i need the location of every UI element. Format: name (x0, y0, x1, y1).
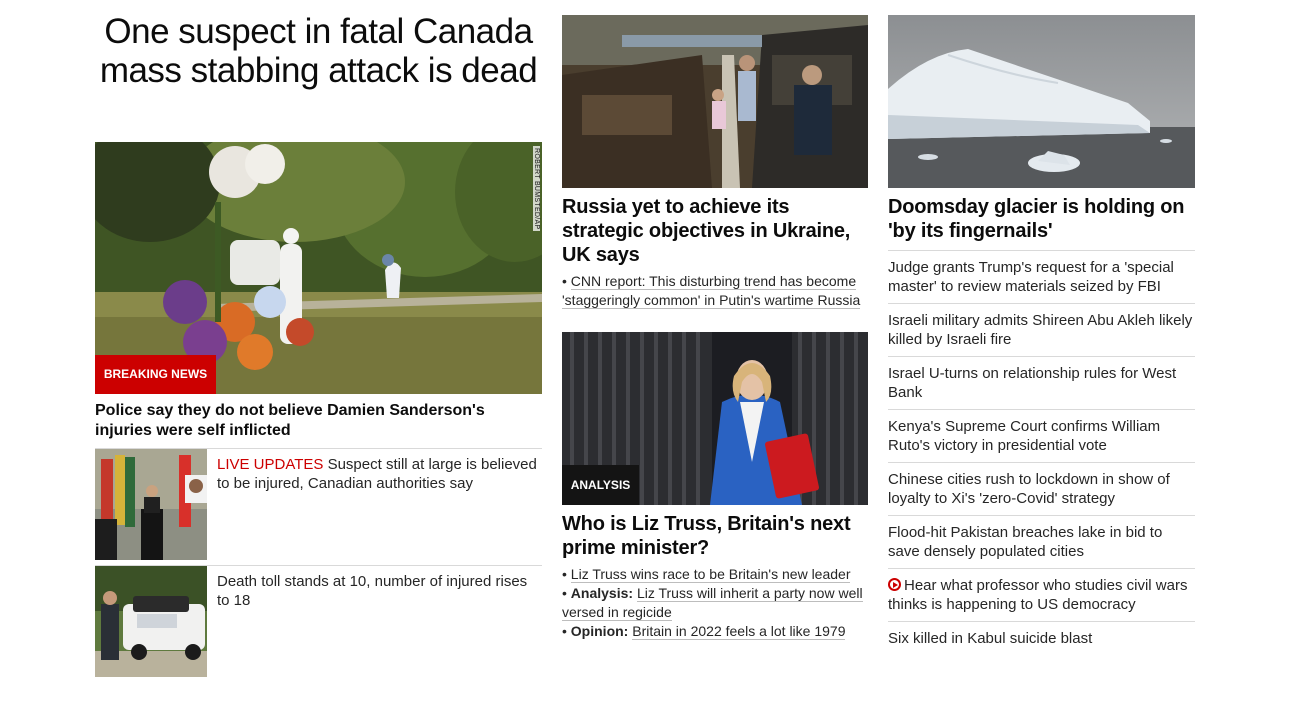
truss-related-link[interactable]: • Opinion: Britain in 2022 feels a lot l… (562, 623, 846, 640)
glacier-headline[interactable]: Doomsday glacier is holding on 'by its f… (888, 196, 1185, 242)
headline-item[interactable]: Chinese cities rush to lockdown in show … (888, 462, 1195, 515)
lead-story-item[interactable]: LIVE UPDATES Suspect still at large is b… (95, 449, 542, 560)
lead-story-text[interactable]: Death toll stands at 10, number of injur… (217, 573, 528, 609)
headline-list: Judge grants Trump's request for a 'spec… (888, 250, 1195, 674)
truss-headline[interactable]: Who is Liz Truss, Britain's next prime m… (562, 513, 851, 559)
analysis-badge: ANALYSIS (562, 465, 639, 505)
lead-story-item[interactable]: Death toll stands at 10, number of injur… (95, 566, 542, 677)
ukraine-tanks-photo[interactable] (562, 15, 868, 188)
headline-item[interactable]: Israeli military admits Shireen Abu Akle… (888, 303, 1195, 356)
ukraine-related-link[interactable]: • CNN report: This disturbing trend has … (562, 273, 861, 309)
headline-item[interactable]: Flood-hit Pakistan breaches lake in bid … (888, 515, 1195, 568)
lead-subheadline[interactable]: Police say they do not believe Damien Sa… (95, 402, 485, 439)
headline-item[interactable]: Hear what professor who studies civil wa… (888, 568, 1195, 621)
live-updates-label: LIVE UPDATES (217, 456, 324, 473)
lead-story-text[interactable]: LIVE UPDATES Suspect still at large is b… (217, 456, 537, 492)
headline-item[interactable]: Israel U-turns on relationship rules for… (888, 356, 1195, 409)
lead-photo-memorial[interactable]: ROBERT BUMSTED/AP BREAKING NEWS (95, 142, 542, 394)
breaking-news-badge: BREAKING NEWS (95, 355, 216, 394)
liz-truss-photo[interactable]: ANALYSIS (562, 332, 868, 505)
police-vehicle-thumbnail[interactable] (95, 566, 207, 677)
headline-item[interactable]: Six killed in Kabul suicide blast (888, 621, 1195, 674)
glacier-photo[interactable] (888, 15, 1195, 188)
truss-related-link[interactable]: • Liz Truss wins race to be Britain's ne… (562, 566, 851, 583)
headline-item[interactable]: Judge grants Trump's request for a 'spec… (888, 250, 1195, 303)
photo-credit: ROBERT BUMSTED/AP (533, 146, 540, 232)
divider (95, 565, 542, 566)
lead-headline[interactable]: One suspect in fatal Canada mass stabbin… (99, 12, 538, 90)
press-conference-thumbnail[interactable] (95, 449, 207, 560)
headline-item[interactable]: Kenya's Supreme Court confirms William R… (888, 409, 1195, 462)
truss-related-link[interactable]: • Analysis: Liz Truss will inherit a par… (562, 585, 863, 621)
truss-related-links: • Liz Truss wins race to be Britain's ne… (562, 565, 868, 641)
play-video-icon (888, 578, 901, 591)
divider (95, 448, 542, 449)
ukraine-headline[interactable]: Russia yet to achieve its strategic obje… (562, 196, 851, 266)
